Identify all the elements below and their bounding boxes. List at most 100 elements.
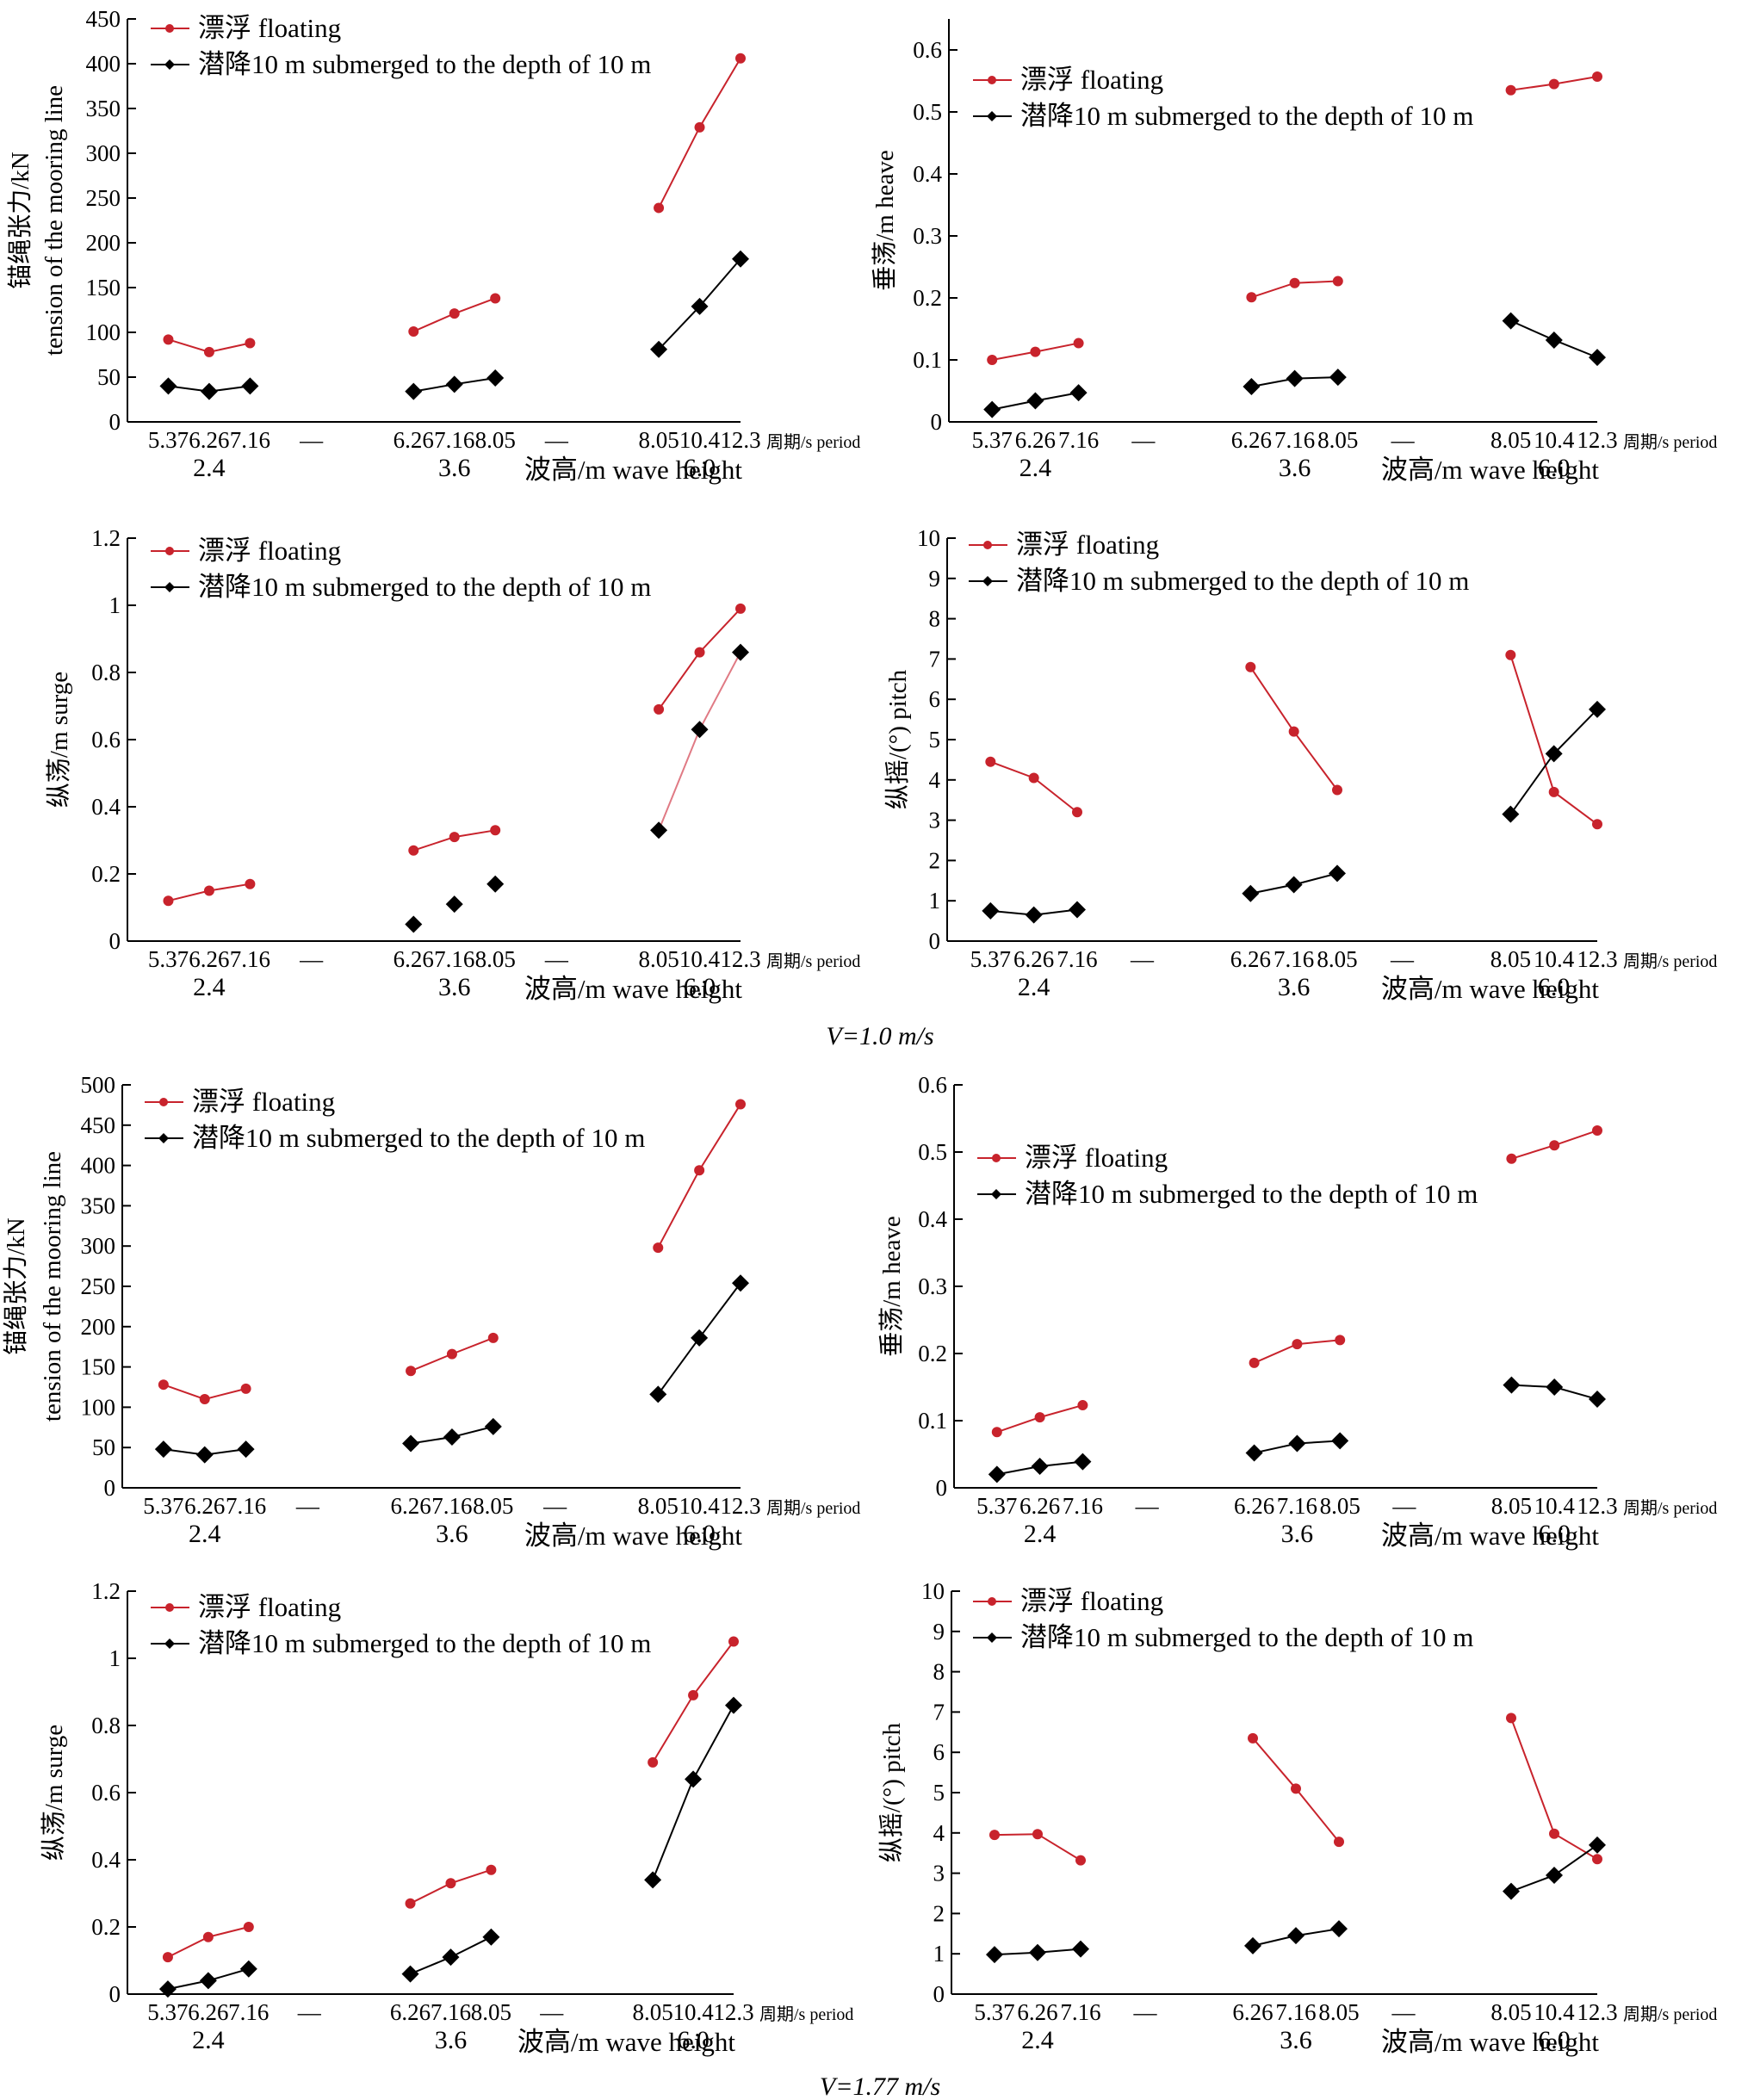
submerged-series-line xyxy=(652,1705,734,1880)
legend-floating-marker xyxy=(165,1603,174,1612)
floating-point xyxy=(1077,1400,1088,1411)
submerged-point xyxy=(443,1428,461,1446)
floating-point xyxy=(1030,346,1041,357)
group-separator: — xyxy=(1133,1999,1158,2025)
period-tick-label: 12.3 xyxy=(720,946,760,972)
legend-submerged-marker xyxy=(164,1638,175,1649)
floating-point xyxy=(1072,807,1082,818)
floating-point xyxy=(735,603,746,614)
period-tick-label: 10.4 xyxy=(679,1493,721,1519)
submerged-point xyxy=(482,1928,500,1946)
submerged-point xyxy=(691,297,709,315)
floating-point xyxy=(240,1383,251,1394)
y-tick-label: 2 xyxy=(933,1900,945,1926)
submerged-point xyxy=(986,1946,1003,1964)
y-tick-label: 0.3 xyxy=(913,223,942,249)
y-tick-label: 0 xyxy=(933,1981,945,2007)
legend-submerged-marker xyxy=(164,582,175,592)
y-tick-label: 0.4 xyxy=(91,1847,121,1873)
submerged-point xyxy=(237,1440,255,1459)
submerged-point xyxy=(1589,1836,1606,1854)
period-tick-label: 6.26 xyxy=(1234,1493,1274,1519)
y-tick-label: 0.2 xyxy=(91,861,121,887)
submerged-point xyxy=(691,721,709,739)
period-tick-label: 8.05 xyxy=(475,427,516,453)
period-tick-label: 6.26 xyxy=(390,1999,431,2025)
y-tick-label: 0 xyxy=(936,1475,948,1501)
floating-point xyxy=(406,1366,417,1377)
legend-floating-marker xyxy=(983,541,992,549)
submerged-point xyxy=(442,1948,460,1967)
wave-height-tick-label: 3.6 xyxy=(1278,973,1311,1001)
period-tick-label: 6.26 xyxy=(1231,427,1272,453)
period-tick-label: 7.16 xyxy=(434,946,474,972)
period-tick-label: 6.26 xyxy=(390,1493,431,1519)
floating-point xyxy=(728,1636,739,1647)
period-tick-label: 7.16 xyxy=(1274,946,1314,972)
submerged-point xyxy=(650,340,668,358)
submerged-point xyxy=(685,1770,703,1788)
period-tick-label: 7.16 xyxy=(1275,1999,1316,2025)
legend-submerged-label: 潜降10 m submerged to the depth of 10 m xyxy=(198,572,651,602)
legend-floating-label: 漂浮 floating xyxy=(192,1087,335,1117)
period-tick-label: 12.3 xyxy=(720,1493,760,1519)
y-tick-label: 250 xyxy=(81,1273,116,1299)
period-tick-label: 5.37 xyxy=(147,1999,188,2025)
floating-point xyxy=(1032,1829,1043,1840)
y-axis-label: 垂荡/m heave xyxy=(877,1216,906,1356)
group-separator: — xyxy=(1131,427,1156,453)
y-tick-label: 6 xyxy=(933,1739,945,1765)
floating-point xyxy=(245,878,256,889)
period-tick-label: 10.4 xyxy=(1534,1999,1575,2025)
y-tick-label: 10 xyxy=(921,1578,945,1604)
submerged-point xyxy=(445,375,463,393)
y-tick-label: 1 xyxy=(933,1941,945,1967)
y-tick-label: 5 xyxy=(933,1780,945,1806)
wave-height-tick-label: 2.4 xyxy=(193,973,226,1001)
floating-point xyxy=(694,647,705,658)
legend-floating-label: 漂浮 floating xyxy=(198,13,341,43)
wave-height-tick-label: 6.0 xyxy=(1538,973,1571,1001)
period-tick-label: 8.05 xyxy=(638,1493,679,1519)
wave-height-tick-label: 6.0 xyxy=(684,454,716,482)
period-tick-label: 6.26 xyxy=(394,946,434,972)
floating-point xyxy=(445,1878,456,1889)
period-tick-label: 10.4 xyxy=(679,946,721,972)
legend-floating-label: 漂浮 floating xyxy=(1025,1143,1168,1173)
y-tick-label: 8 xyxy=(929,606,941,632)
group-separator: — xyxy=(1391,427,1416,453)
y-tick-label: 0.8 xyxy=(91,1713,121,1738)
floating-point xyxy=(694,1165,705,1176)
period-tick-label: 12.3 xyxy=(720,427,760,453)
y-tick-label: 100 xyxy=(81,1394,116,1420)
period-tick-label: 8.05 xyxy=(475,946,516,972)
y-axis-label: 纵荡/m surge xyxy=(45,672,73,808)
period-tick-label: 7.16 xyxy=(230,427,270,453)
y-tick-label: 0 xyxy=(109,928,121,954)
floating-series-line xyxy=(657,1103,741,1248)
period-axis-label: 周期/s period xyxy=(759,2005,853,2024)
submerged-point xyxy=(1026,392,1044,410)
submerged-point xyxy=(405,915,423,933)
y-tick-label: 0.6 xyxy=(918,1072,947,1098)
floating-series-line xyxy=(658,58,741,208)
floating-point xyxy=(648,1756,659,1768)
y-tick-label: 300 xyxy=(86,140,121,166)
legend-submerged-marker xyxy=(987,111,997,121)
period-tick-label: 10.4 xyxy=(679,427,721,453)
legend-floating-label: 漂浮 floating xyxy=(198,536,341,566)
period-tick-label: 6.26 xyxy=(1013,946,1054,972)
wave-height-axis-label: 波高/m wave height xyxy=(524,455,743,485)
submerged-point xyxy=(1503,1376,1521,1394)
y-tick-label: 1 xyxy=(929,888,941,914)
period-axis-label: 周期/s period xyxy=(766,952,860,971)
period-tick-label: 5.37 xyxy=(974,1999,1014,2025)
group-separator: — xyxy=(299,946,324,972)
group-separator: — xyxy=(1135,1493,1160,1519)
y-tick-label: 50 xyxy=(92,1434,115,1460)
legend-submerged-label: 潜降10 m submerged to the depth of 10 m xyxy=(1020,1622,1473,1652)
legend-floating-marker xyxy=(988,1597,996,1606)
submerged-point xyxy=(154,1440,172,1459)
period-tick-label: 6.26 xyxy=(394,427,434,453)
